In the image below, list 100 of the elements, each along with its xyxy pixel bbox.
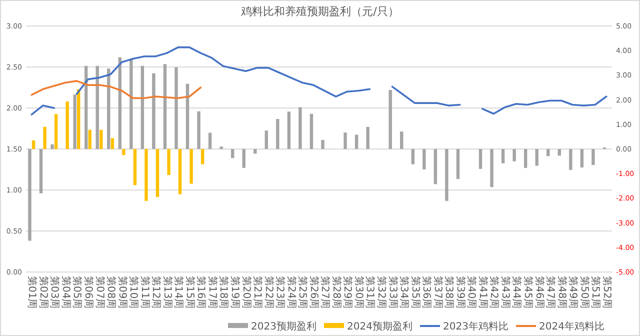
x-tick-label: 第35周 [409,276,422,309]
x-tick-label: 第25周 [296,276,309,309]
bar [276,118,280,149]
x-tick-label: 第06周 [82,276,94,309]
bar [400,132,404,149]
legend-label: 2024预期盈利 [347,320,412,332]
x-tick-label: 第31周 [364,276,376,309]
bar [535,149,538,166]
bar [524,149,528,168]
bar [88,130,92,149]
bar [130,59,133,149]
bar [321,140,324,149]
x-tick-label: 第51周 [590,276,602,309]
x-tick-label: 第12周 [150,276,162,309]
x-tick-label: 第52周 [600,276,613,309]
x-tick-label: 第36周 [420,276,433,309]
x-tick-label: 第26周 [308,276,320,309]
x-tick-label: 第47周 [544,276,557,309]
x-tick-label: 第15周 [184,276,196,309]
bar [456,149,460,180]
bar [592,149,595,165]
bar [512,149,516,162]
bar [366,126,370,149]
bar [174,67,178,149]
x-tick-label: 第37周 [432,276,444,309]
x-tick-label: 第24周 [285,276,298,309]
bar [354,134,358,149]
chart-title: 鸡料比和养殖预期盈利（元/只） [240,5,399,18]
bar [122,149,126,156]
x-tick-label: 第04周 [60,276,72,309]
x-tick-label: 第45周 [522,276,534,309]
x-tick-label: 第21周 [252,276,264,309]
x-tick-label: 第14周 [172,276,185,309]
x-tick-label: 第46周 [533,276,546,309]
x-tick-label: 第28周 [330,276,342,309]
bar [156,149,160,197]
x-tick-label: 第29周 [342,276,354,309]
bar [167,149,170,176]
bar [28,149,32,241]
x-tick-label: 第43周 [499,276,512,309]
x-tick-label: 第09周 [116,276,128,309]
bar [163,64,167,149]
x-tick-label: 第17周 [206,276,218,309]
bar [310,114,314,149]
x-tick-label: 第11周 [138,276,151,309]
bar [50,144,54,149]
x-tick-label: 第38周 [443,276,456,309]
bar [411,149,414,164]
bar [100,130,103,149]
x-tick-label: 第05周 [71,276,84,309]
bar [140,66,144,149]
bar [434,149,438,184]
x-tick-label: 第49周 [567,276,580,309]
x-tick-label: 第50周 [578,276,590,309]
x-tick-label: 第39周 [454,276,466,309]
x-tick-label: 第13周 [161,276,174,309]
bar [73,94,76,149]
bar [287,112,291,149]
bar [186,84,190,149]
line-series [30,80,202,100]
bar [32,140,36,149]
bar [144,149,148,201]
x-tick-label: 第33周 [386,276,399,309]
x-tick-label: 第44周 [510,276,523,309]
bar [54,114,58,149]
x-tick-label: 第42周 [488,276,500,309]
x-tick-label: 第22周 [262,276,275,309]
x-tick-label: 第40周 [466,276,478,309]
bar [43,126,46,149]
x-tick-label: 第02周 [37,276,50,309]
bar [230,149,234,158]
bar [445,149,448,201]
x-tick-label: 第08周 [105,276,118,309]
x-tick-label: 第07周 [94,276,106,309]
x-tick-label: 第30周 [352,276,365,309]
bar [569,149,572,170]
bar [77,89,80,149]
bar [388,90,392,149]
bar [580,149,584,168]
bar [344,132,347,149]
bar [490,149,494,188]
x-tick-label: 第18周 [218,276,230,309]
x-tick-label: 第23周 [274,276,286,309]
bar [39,149,43,194]
x-tick-label: 第10周 [128,276,140,309]
bar [208,132,212,149]
bar [178,149,182,194]
legend-label: 2023年鸡料比 [443,320,508,332]
bar [501,149,505,164]
x-tick-label: 第48周 [556,276,568,309]
x-tick-label: 第41周 [476,276,489,309]
bar [298,107,302,149]
x-tick-label: 第03周 [48,276,61,309]
bar [546,149,550,156]
bar [558,149,561,156]
bar [190,149,193,184]
bar [200,149,204,164]
x-tick-label: 第27周 [319,276,332,309]
x-tick-label: 第19周 [228,276,241,309]
bar [110,138,114,149]
